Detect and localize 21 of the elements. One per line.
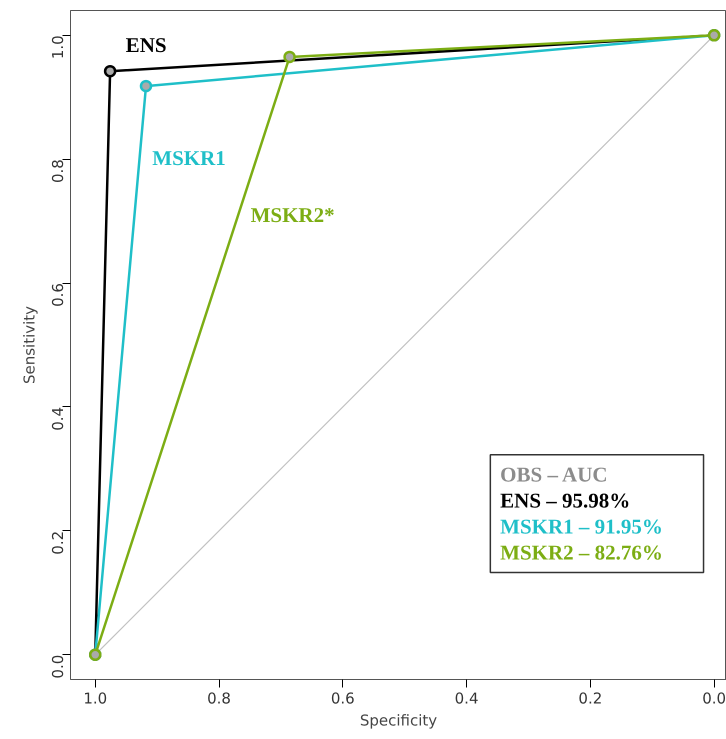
x-tick-label: 0.2 (578, 690, 602, 708)
x-tick-label: 0.6 (330, 690, 355, 708)
x-tick-label: 1.0 (83, 690, 108, 708)
text: ENS – 95.98% (500, 488, 630, 513)
x-tick-label: 0.0 (702, 690, 726, 708)
y-tick-label: 0.2 (49, 530, 67, 555)
y-tick-label: 0.8 (49, 159, 67, 184)
annotation: MSKR2* (250, 202, 335, 227)
x-tick-label: 0.8 (207, 690, 231, 708)
text: MSKR1 – 91.95% (500, 514, 663, 539)
y-tick-label: 0.0 (49, 654, 67, 679)
x-axis-title: Specificity (360, 712, 438, 730)
y-tick-label: 0.4 (49, 406, 67, 431)
text: MSKR2 – 82.76% (500, 540, 663, 565)
legend-title: OBS – AUC (500, 462, 608, 486)
y-axis-title: Sensitivity (20, 306, 38, 384)
annotation: MSKR1 (152, 146, 226, 170)
y-tick-label: 0.6 (49, 283, 67, 307)
annotation: ENS (126, 33, 167, 58)
y-tick-label: 1.0 (49, 35, 67, 60)
x-tick-label: 0.4 (454, 690, 479, 708)
